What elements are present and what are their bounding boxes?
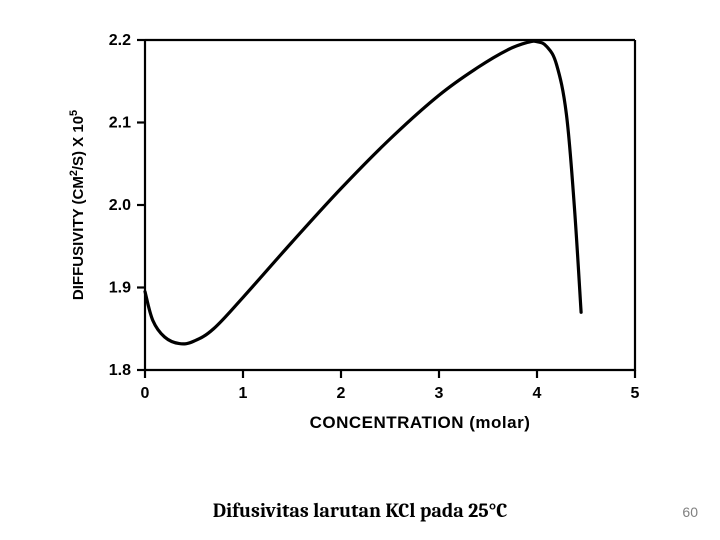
y-tick-label: 2.0 [109, 197, 131, 214]
x-tick-label: 5 [631, 385, 640, 402]
y-tick-label: 2.2 [109, 32, 131, 49]
x-axis-label: CONCENTRATION (molar) [310, 413, 531, 432]
slide-page: 0 1 2 3 4 5 1.8 1.9 2.0 2.1 2.2 CONCENTRATION (mola… [0, 0, 720, 540]
svg-text:DIFFUSIVITY (CM2/S) X 105: DIFFUSIVITY (CM2/S) X 105 [68, 110, 87, 300]
figure-caption: Difusivitas larutan KCl pada 25°C [213, 499, 508, 522]
y-tick-label: 1.9 [109, 280, 131, 297]
x-tick-label: 2 [337, 385, 346, 402]
y-axis-label: DIFFUSIVITY (CM2/S) X 105 [68, 110, 87, 300]
page-number: 60 [682, 504, 698, 520]
caption-row: Difusivitas larutan KCl pada 25°C [0, 499, 720, 522]
chart-container: 0 1 2 3 4 5 1.8 1.9 2.0 2.1 2.2 CONCENTRATION (mola… [50, 10, 670, 460]
x-tick-label: 3 [435, 385, 444, 402]
diffusivity-chart: 0 1 2 3 4 5 1.8 1.9 2.0 2.1 2.2 CONCENTRATION (mola… [50, 10, 670, 460]
x-tick-label: 1 [239, 385, 248, 402]
y-tick-label: 1.8 [109, 362, 131, 379]
x-tick-label: 4 [533, 385, 542, 402]
y-tick-label: 2.1 [109, 115, 131, 132]
data-curve [145, 41, 581, 344]
x-tick-label: 0 [141, 385, 150, 402]
